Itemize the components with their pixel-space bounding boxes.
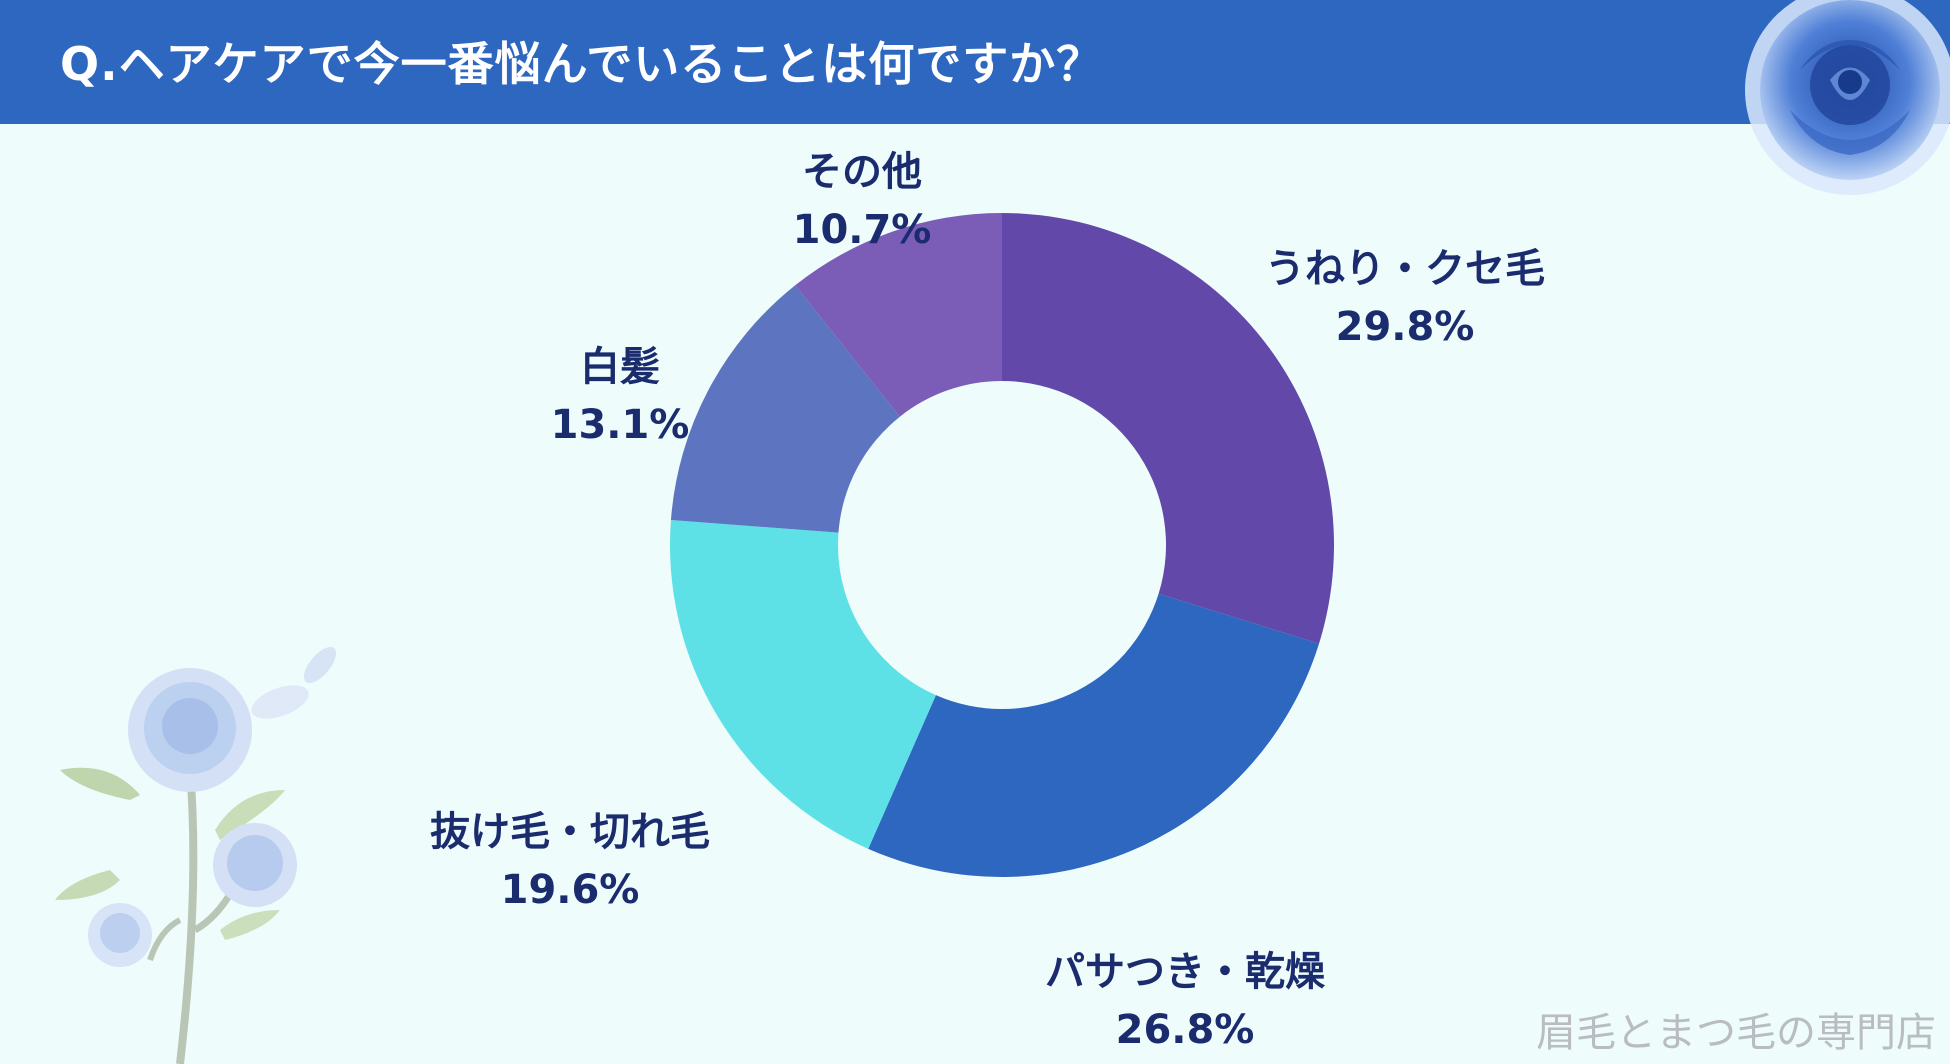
slice-category-label: 白髪 (580, 344, 660, 390)
slice-category-label: パサつき・乾燥 (1045, 949, 1326, 995)
slice-value-label: 19.6% (501, 867, 640, 913)
slice-value-label: 26.8% (1116, 1007, 1255, 1053)
donut-slice (1002, 213, 1334, 644)
slice-labels: うねり・クセ毛 29.8% パサつき・乾燥 26.8% 抜け毛・切れ毛 19.6% 白髪 13… (430, 149, 1545, 1053)
blue-rose-branch-icon (55, 646, 337, 1064)
donut-slice (868, 593, 1320, 877)
slice-value-label: 10.7% (793, 207, 932, 253)
donut-slices (670, 213, 1334, 877)
brand-watermark: 眉毛とまつ毛の専門店 (1536, 1010, 1936, 1056)
slice-value-label: 13.1% (551, 402, 690, 448)
slice-category-label: その他 (802, 149, 922, 195)
page-title: Q.ヘアケアで今一番悩んでいることは何ですか？ (60, 37, 1104, 91)
slice-category-label: 抜け毛・切れ毛 (430, 809, 710, 855)
slice-value-label: 29.8% (1336, 304, 1475, 350)
slice-category-label: うねり・クセ毛 (1265, 246, 1545, 292)
blue-rose-icon (1745, 0, 1950, 195)
donut-slice (670, 519, 936, 849)
donut-slice (670, 285, 900, 533)
header-bar: Q.ヘアケアで今一番悩んでいることは何ですか？ (0, 0, 1950, 124)
donut-slice (795, 213, 1002, 417)
